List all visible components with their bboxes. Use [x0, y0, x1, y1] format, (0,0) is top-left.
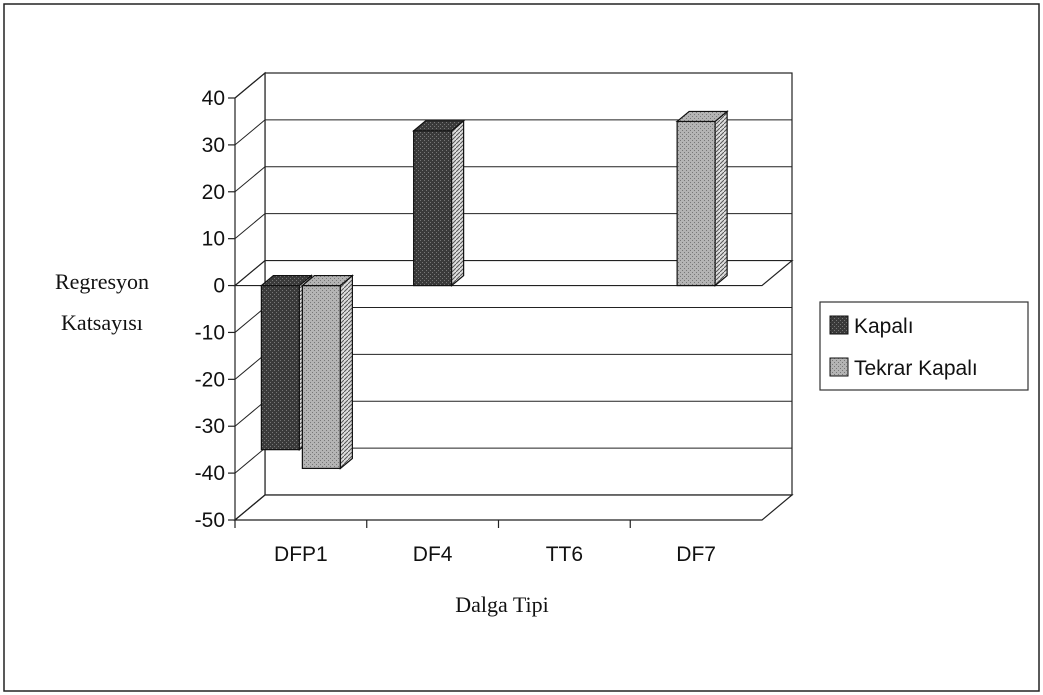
bar-kapalı-df4	[411, 119, 466, 287]
bar-tekrar-kapalı-df7	[675, 110, 729, 287]
legend-swatch-kapali	[829, 315, 849, 335]
y-tick-label: -40	[195, 462, 225, 485]
gridline-side	[234, 307, 266, 333]
side-wall	[234, 71, 266, 522]
y-tick-label: 40	[202, 87, 225, 110]
legend-label-kapali: Kapalı	[854, 315, 914, 338]
y-tick-label: 20	[202, 181, 225, 204]
gridline-side	[234, 447, 266, 474]
legend-swatch-tekrar-kapali	[829, 357, 849, 377]
x-category-label: DF4	[413, 543, 453, 566]
x-category-label: TT6	[546, 543, 583, 566]
y-tick-label: -20	[195, 368, 225, 391]
x-axis-title: Dalga Tipi	[455, 592, 549, 617]
x-category-label: DFP1	[274, 543, 328, 566]
bar-top	[675, 110, 729, 123]
gridline-side	[234, 353, 266, 380]
zero-plane	[233, 259, 794, 287]
figure-border	[3, 3, 1040, 692]
floor	[233, 494, 794, 521]
y-tick-label: 10	[202, 228, 225, 251]
y-axis-title-line-2: Katsayısı	[61, 310, 143, 335]
y-tick-label: -30	[195, 415, 225, 438]
y-tick-label: 30	[202, 134, 225, 157]
bar-side	[451, 119, 465, 287]
bar-front	[301, 284, 341, 470]
bar-front	[413, 130, 453, 287]
legend: Kapalı Tekrar Kapalı	[819, 301, 1029, 391]
gridline-side	[234, 166, 266, 193]
bar-top	[411, 120, 466, 132]
y-axis-ticks: 40 30 20 10 0 -10 -20 -30 -40 -50	[195, 87, 235, 532]
x-axis-categories: DFP1 DF4 TT6 DF7	[234, 520, 716, 566]
x-category-label: DF7	[676, 543, 716, 566]
legend-label-tekrar-kapali: Tekrar Kapalı	[854, 357, 978, 380]
y-tick-label: 0	[213, 275, 225, 298]
gridline-side	[234, 400, 266, 427]
bar-side	[714, 110, 728, 287]
y-axis-title-line-1: Regresyon	[55, 269, 149, 294]
bar-top	[300, 274, 355, 287]
gridline-side	[234, 119, 266, 146]
gridline-side	[234, 213, 266, 240]
y-tick-label: -10	[195, 321, 225, 344]
bar-front	[260, 284, 300, 451]
gridline-side	[234, 72, 266, 99]
gridline-side	[234, 494, 266, 521]
bar-top	[259, 274, 314, 287]
bars	[259, 110, 729, 470]
legend-box	[819, 301, 1029, 391]
bar-front	[676, 120, 716, 287]
bar-side	[339, 274, 353, 470]
bar-tekrar-kapalı-dfp1	[300, 274, 355, 470]
y-tick-label: -50	[195, 509, 225, 532]
